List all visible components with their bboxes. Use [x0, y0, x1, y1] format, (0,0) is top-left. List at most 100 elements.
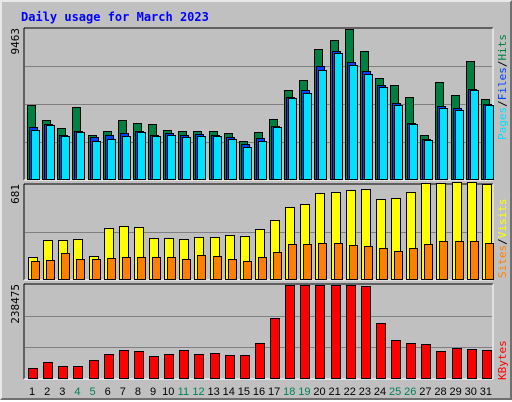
pages-bar	[394, 105, 403, 180]
legend-sep-3: /	[496, 238, 509, 245]
day-labels: 1 2 3 4 5 6 7 8 9 10 11 12 13 14 15 16 17 18 19 20 21 22 23 24 2…	[29, 386, 492, 398]
day-label: 5	[90, 386, 96, 398]
day-label: 3	[59, 386, 65, 398]
kbytes-bar	[255, 343, 265, 379]
kbytes-bar	[134, 351, 144, 379]
kbytes-bar	[89, 360, 99, 379]
day-label: 11	[178, 386, 189, 398]
pages-bar	[258, 141, 267, 180]
visits-max-label: 681	[9, 184, 22, 204]
kbytes-bar	[467, 349, 477, 379]
kbytes-bar	[406, 343, 416, 379]
kbytes-bar	[421, 344, 431, 379]
kbytes-bar	[164, 354, 174, 379]
kbytes-bar	[194, 354, 204, 379]
pages-bar	[46, 125, 55, 180]
day-label: 24	[374, 386, 386, 398]
day-label: 9	[150, 386, 156, 398]
pages-bar	[243, 147, 252, 180]
day-label: 4	[74, 386, 80, 398]
sites-bar	[122, 257, 131, 280]
day-label: 7	[120, 386, 126, 398]
kbytes-bar	[58, 366, 68, 379]
day-label: 21	[329, 386, 341, 398]
kbytes-legend: KBytes	[496, 340, 509, 380]
pages-bar	[137, 132, 146, 180]
pages-bar	[152, 136, 161, 180]
sites-bar	[334, 243, 343, 280]
pages-bar	[228, 139, 237, 180]
day-label: 22	[344, 386, 356, 398]
sites-bar	[228, 259, 237, 280]
sites-bar	[107, 258, 116, 280]
pages-bar	[182, 137, 191, 180]
kbytes-bar	[346, 285, 356, 379]
sites-bar	[243, 261, 252, 280]
kbytes-bar	[436, 351, 446, 379]
sites-bar	[485, 243, 494, 280]
day-label: 10	[162, 386, 174, 398]
pages-bar	[409, 124, 418, 180]
pages-bar	[439, 108, 448, 180]
kbytes-max-label: 238475	[9, 284, 22, 324]
kbytes-bar	[452, 348, 462, 379]
pages-bar	[122, 136, 131, 180]
pages-bar	[470, 90, 479, 180]
kbytes-bar	[149, 356, 159, 379]
pages-bar	[303, 93, 312, 180]
kbytes-bar	[104, 354, 114, 379]
kbytes-bar	[210, 353, 220, 379]
sites-visits-panel	[23, 182, 494, 281]
sites-bar	[213, 256, 222, 280]
kbytes-bar	[270, 318, 280, 379]
pages-bar	[288, 98, 297, 180]
kbytes-bar	[391, 340, 401, 379]
kbytes-bar	[315, 285, 325, 379]
pages-bar	[197, 136, 206, 180]
pages-bar	[424, 140, 433, 180]
sites-bar	[394, 251, 403, 280]
sites-bar	[31, 261, 40, 280]
day-label: 16	[253, 386, 265, 398]
sites-bar	[424, 244, 433, 280]
day-label: 2	[44, 386, 50, 398]
kbytes-bar	[361, 286, 371, 379]
pages-bar	[92, 141, 101, 180]
day-label: 1	[29, 386, 35, 398]
day-label: 14	[223, 386, 235, 398]
kbytes-bar	[300, 285, 310, 379]
day-label: 18	[283, 386, 295, 398]
sites-bar	[46, 260, 55, 280]
legend-sep-2: /	[496, 61, 509, 68]
day-label: 20	[313, 386, 325, 398]
day-label: 15	[238, 386, 250, 398]
sites-bar	[197, 255, 206, 280]
sites-bar	[349, 245, 358, 280]
kbytes-bar	[376, 323, 386, 379]
pages-bar	[76, 132, 85, 180]
kbytes-bar	[179, 350, 189, 379]
day-label: 19	[298, 386, 310, 398]
kbytes-bar	[73, 366, 83, 379]
kbytes-bar	[482, 350, 492, 379]
pages-bar	[273, 127, 282, 180]
pages-bar	[364, 74, 373, 180]
pages-bar	[167, 135, 176, 180]
sites-bar	[76, 259, 85, 280]
hits-files-pages-panel	[23, 27, 494, 181]
day-label: 27	[419, 386, 431, 398]
day-label: 26	[404, 386, 416, 398]
kbytes-bar	[43, 362, 53, 379]
kbytes-bar	[240, 355, 250, 379]
kbytes-bar	[119, 350, 129, 379]
pages-bar	[455, 110, 464, 180]
sites-visits-legend: Sites/Visits	[496, 199, 509, 279]
sites-bar	[364, 246, 373, 280]
day-label: 8	[135, 386, 141, 398]
pages-bar	[318, 70, 327, 180]
kbytes-bar	[331, 285, 341, 379]
sites-bar	[61, 253, 70, 280]
sites-bar	[273, 252, 282, 280]
pages-bar	[485, 105, 494, 180]
